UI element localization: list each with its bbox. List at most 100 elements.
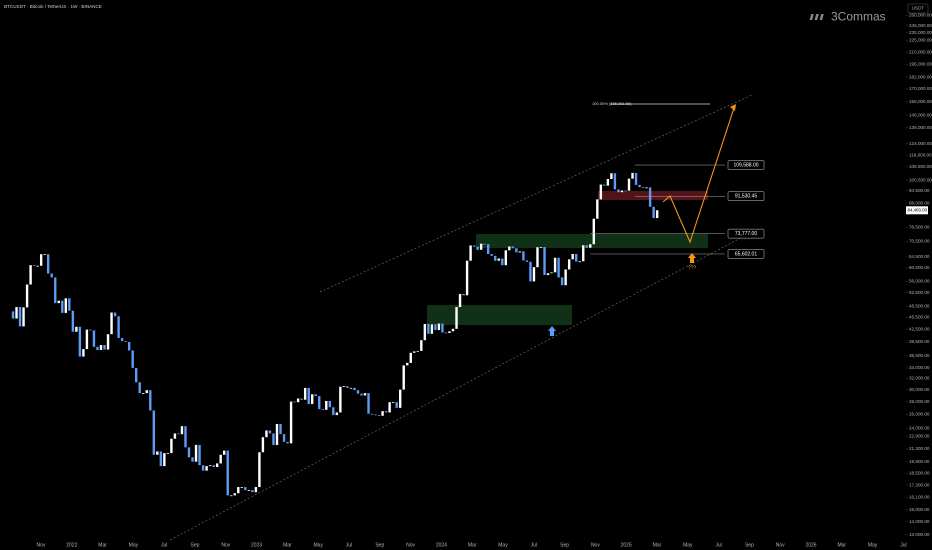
candle-body	[332, 407, 335, 416]
candle-body	[244, 487, 247, 491]
y-tick-label: 100,500.00	[909, 177, 932, 182]
y-tick-label: 70,500.00	[909, 239, 930, 244]
y-tick-label: 196,000.00	[909, 61, 932, 66]
candle-body	[325, 400, 328, 410]
candle-body	[173, 433, 177, 439]
y-tick-label: 19,800.00	[909, 459, 930, 464]
candle-body	[476, 246, 479, 250]
candle-body	[578, 261, 581, 263]
candle-body	[184, 426, 187, 448]
candle-body	[289, 401, 293, 444]
candle-body	[423, 324, 427, 341]
candle-body	[57, 300, 60, 304]
y-tick-label: 34,000.00	[909, 365, 930, 370]
logo-bar	[814, 14, 819, 20]
x-tick-label: Nov	[37, 542, 46, 548]
candle-body	[303, 387, 307, 400]
candle-body	[388, 402, 391, 413]
candle-body	[349, 387, 353, 389]
candle-body	[64, 298, 67, 313]
candle-body	[515, 248, 518, 253]
candle-body	[286, 441, 289, 444]
candle-body	[261, 437, 265, 453]
candle-body	[420, 340, 423, 351]
channel-upper	[319, 94, 753, 293]
candle-body	[546, 273, 550, 276]
candle-body	[518, 251, 522, 253]
candle-body	[219, 454, 222, 464]
candle-body	[483, 243, 486, 245]
candle-body	[363, 393, 367, 396]
level-box	[727, 160, 765, 170]
candle-body	[416, 350, 419, 352]
y-tick-label: 22,900.00	[909, 434, 930, 439]
candle-body	[564, 269, 567, 286]
candle-body	[444, 332, 448, 334]
x-tick-label: Nov	[406, 542, 415, 548]
candle-body	[163, 453, 166, 467]
y-tick-label: 64,500.00	[909, 254, 930, 259]
candle-body	[536, 247, 539, 268]
x-tick-label: 2026	[805, 542, 816, 548]
candle-body	[166, 453, 170, 454]
candle-body	[377, 415, 381, 416]
candle-body	[135, 367, 138, 383]
candle-body	[497, 258, 500, 261]
candle-body	[501, 258, 504, 266]
candle-body	[314, 394, 317, 397]
candle-body	[469, 245, 472, 261]
candle-body	[18, 307, 22, 327]
logo-bar	[809, 14, 814, 20]
x-tick-label: 2022	[66, 542, 77, 548]
candle-body	[381, 411, 384, 416]
y-tick-label: 24,000.00	[909, 426, 930, 431]
logo-text: 3Commas	[831, 10, 886, 24]
candle-body	[208, 465, 212, 467]
candle-body	[402, 365, 405, 390]
candle-body	[437, 323, 441, 331]
x-tick-label: May	[498, 542, 508, 548]
price-box	[906, 206, 928, 215]
candle-body	[430, 324, 434, 334]
x-tick-label: Mar	[468, 542, 477, 548]
candle-body	[571, 253, 574, 260]
candle-body	[223, 450, 226, 455]
candle-body	[127, 341, 131, 351]
candle-body	[50, 273, 53, 278]
candle-body	[85, 329, 89, 350]
candle-body	[194, 444, 198, 462]
y-tick-label: 45,500.00	[909, 315, 930, 320]
candle-body	[282, 434, 286, 442]
candle-body	[68, 298, 71, 311]
y-tick-label: 13,000.00	[909, 532, 930, 537]
candle-body	[240, 487, 243, 488]
x-tick-label: Sep	[745, 542, 754, 548]
candle-body	[15, 307, 18, 319]
candle-body	[339, 386, 342, 413]
candle-body	[82, 349, 85, 357]
level-label: 73,777.00	[735, 231, 757, 237]
y-tick-label: 42,500.00	[909, 326, 930, 331]
candle-body	[409, 352, 412, 363]
y-tick-label: 21,300.00	[909, 446, 930, 451]
candle-body	[399, 389, 402, 408]
candle-body	[367, 393, 370, 414]
candle-body	[300, 398, 303, 400]
candle-body	[543, 246, 546, 276]
projection-arrow	[730, 104, 736, 111]
candle-body	[462, 293, 465, 296]
demand-zone	[427, 305, 572, 325]
candle-body	[156, 451, 159, 455]
candle-body	[342, 386, 346, 387]
y-tick-label: 94,500.00	[909, 188, 930, 193]
y-tick-label: 18,500.00	[909, 471, 930, 476]
candle-body	[247, 490, 251, 491]
candle-body	[504, 250, 507, 266]
candle-body	[599, 184, 603, 200]
candle-body	[557, 257, 560, 278]
x-tick-label: Jul	[346, 542, 352, 548]
candle-body	[268, 430, 272, 434]
candle-body	[356, 390, 360, 394]
candle-body	[75, 326, 78, 332]
candle-body	[54, 277, 57, 304]
